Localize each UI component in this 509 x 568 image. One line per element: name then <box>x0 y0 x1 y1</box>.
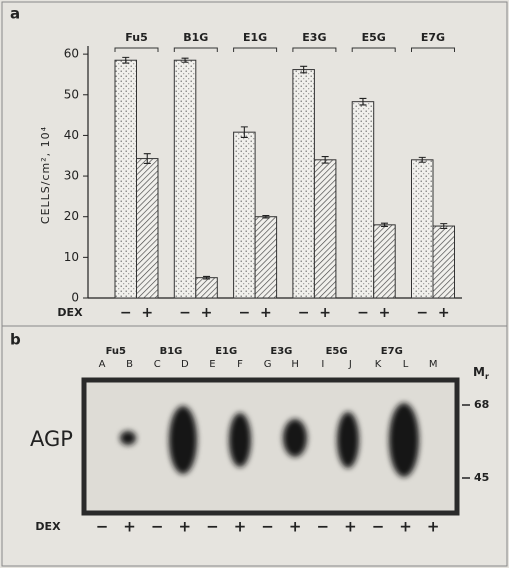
panel-label: b <box>10 331 21 349</box>
y-tick-label: 20 <box>64 209 79 223</box>
dex-sign: − <box>179 305 191 321</box>
error-bar <box>380 222 388 228</box>
dex-sign: − <box>357 305 369 321</box>
y-tick-label: 50 <box>64 87 79 101</box>
bar <box>233 131 256 299</box>
lane-label: I <box>321 359 324 370</box>
error-bar <box>143 153 151 165</box>
group-bracket <box>411 47 455 52</box>
dex-sign: − <box>317 518 330 536</box>
error-bar <box>418 156 426 163</box>
group-label: Fu5 <box>125 31 147 44</box>
y-tick-label: 30 <box>64 169 79 183</box>
group-bracket <box>114 47 159 52</box>
bar <box>313 159 337 299</box>
lane-label: D <box>181 359 189 370</box>
panel-label: a <box>10 5 20 23</box>
lane-label: L <box>403 359 409 370</box>
error-bar <box>262 214 270 219</box>
error-bar <box>300 65 308 74</box>
dex-sign: + <box>427 518 440 536</box>
cell-line-label: Fu5 <box>106 346 126 357</box>
bar <box>351 101 375 299</box>
lane-label: A <box>99 359 106 370</box>
bar <box>432 225 455 299</box>
bar <box>173 59 197 299</box>
cell-line-label: E1G <box>215 346 237 357</box>
dex-sign: + <box>399 518 412 536</box>
error-bar <box>240 126 248 139</box>
dex-sign: − <box>298 305 310 321</box>
dex-sign: + <box>319 305 331 321</box>
dex-sign: − <box>261 518 274 536</box>
lane-label: G <box>264 359 272 370</box>
bar <box>114 59 137 299</box>
group-label: E3G <box>302 31 326 44</box>
cell-line-label: E7G <box>381 346 403 357</box>
dex-sign: − <box>372 518 385 536</box>
bar <box>254 216 278 299</box>
y-tick-label: 10 <box>64 250 79 264</box>
error-bar <box>440 223 448 230</box>
y-tick-label: 40 <box>64 128 79 142</box>
error-bar <box>203 275 211 280</box>
group-bracket <box>233 47 278 52</box>
dex-sign: + <box>141 305 153 321</box>
lane-label: C <box>154 359 161 370</box>
bar <box>136 158 159 299</box>
dex-sign: − <box>151 518 164 536</box>
group-bracket <box>351 47 396 52</box>
y-tick-label: 60 <box>64 47 79 61</box>
dex-sign: + <box>438 305 450 321</box>
dex-label: DEX <box>35 520 61 533</box>
bar <box>373 224 396 299</box>
group-bracket <box>292 47 337 52</box>
lane-label: F <box>237 359 243 370</box>
error-bar <box>359 97 367 106</box>
lane-label: E <box>209 359 215 370</box>
dex-sign: + <box>344 518 357 536</box>
dex-sign: − <box>416 305 428 321</box>
dex-sign: − <box>96 518 109 536</box>
error-bar <box>321 156 329 164</box>
dex-sign: + <box>123 518 136 536</box>
lane-label: B <box>126 359 133 370</box>
error-bar <box>181 57 189 63</box>
bar <box>292 69 315 299</box>
gel-bands <box>120 403 419 477</box>
marker-label: 68 <box>474 398 489 411</box>
y-axis-label: CELLS/cm², 10⁴ <box>39 126 52 224</box>
bar <box>195 277 218 299</box>
dex-sign: + <box>234 518 247 536</box>
group-label: E7G <box>421 31 445 44</box>
lane-label: M <box>429 359 438 370</box>
group-label: E5G <box>362 31 386 44</box>
mr-label: Mr <box>473 365 489 381</box>
cell-line-label: B1G <box>160 346 183 357</box>
dex-sign: + <box>379 305 391 321</box>
lane-label: J <box>348 359 352 370</box>
lane-label: K <box>375 359 382 370</box>
band-name: AGP <box>30 427 73 451</box>
cell-line-label: E3G <box>270 346 292 357</box>
group-bracket <box>173 47 218 52</box>
dex-sign: + <box>289 518 302 536</box>
dex-sign: − <box>238 305 250 321</box>
bar <box>411 159 434 299</box>
x-axis-label: DEX <box>57 306 83 319</box>
error-bar <box>122 56 130 64</box>
dex-sign: + <box>179 518 192 536</box>
group-label: E1G <box>243 31 267 44</box>
y-tick-label: 0 <box>71 291 79 305</box>
cell-line-label: E5G <box>326 346 348 357</box>
dex-sign: + <box>201 305 213 321</box>
lane-label: H <box>291 359 299 370</box>
marker-label: 45 <box>474 471 489 484</box>
dex-sign: + <box>260 305 272 321</box>
dex-sign: − <box>206 518 219 536</box>
dex-sign: − <box>120 305 132 321</box>
group-label: B1G <box>183 31 208 44</box>
